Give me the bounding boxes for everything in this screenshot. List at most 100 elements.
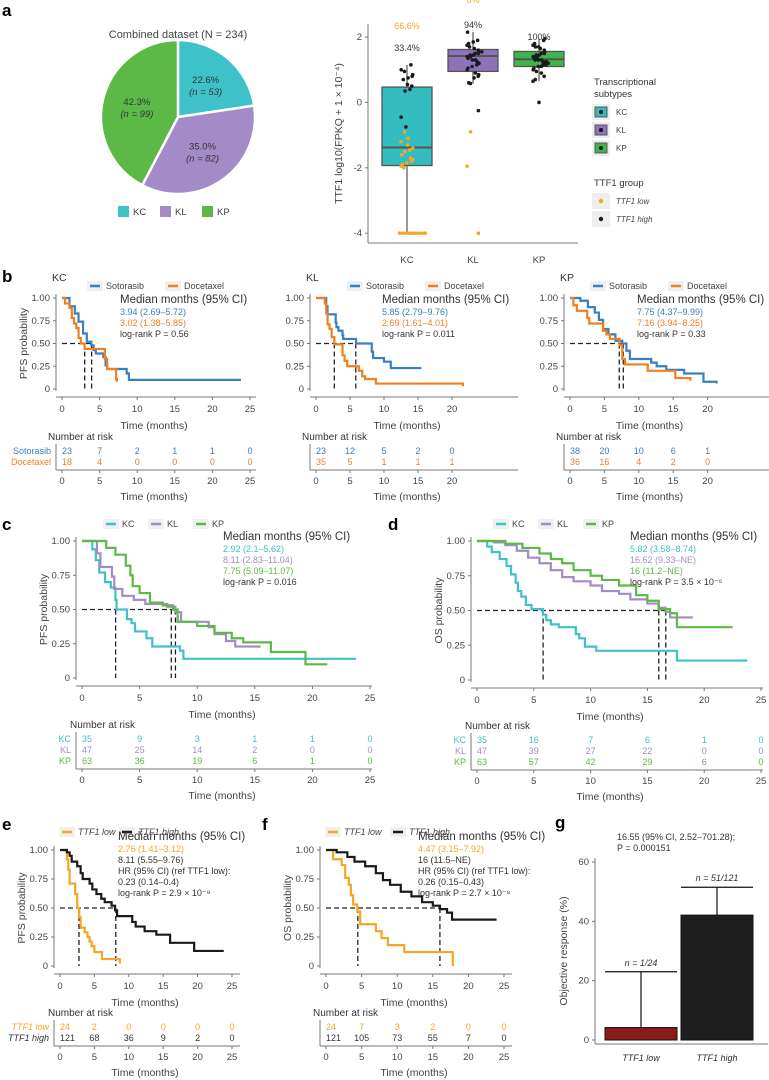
risk-count: 38 (570, 446, 580, 456)
risk-count: 121 (326, 1033, 341, 1043)
median-value: 16 (11.2–NE) (630, 566, 683, 576)
risk-x-tick-label: 15 (158, 1052, 169, 1063)
y-tick-label: 2 (357, 32, 362, 43)
ttf1-low-percent: 6% (466, 0, 479, 5)
x-axis-title: Time (months) (576, 711, 643, 723)
risk-count: 5 (347, 457, 352, 467)
data-point-low (406, 136, 410, 141)
x-tick-label: 15 (170, 404, 181, 415)
x-tick-label: 0 (313, 404, 318, 415)
data-point-high (473, 51, 477, 56)
data-point-high (470, 58, 475, 62)
risk-count: 23 (62, 446, 72, 456)
data-point-high (531, 54, 535, 59)
data-point-high (473, 71, 478, 75)
risk-count: 2 (92, 1022, 97, 1032)
x-tick-label: 15 (158, 981, 169, 992)
risk-x-tick-label: 10 (392, 1052, 403, 1063)
x-tick-label: 15 (642, 695, 653, 706)
km-curve-sotorasib (316, 296, 422, 370)
legend-title-subtypes: Transcriptional (594, 77, 656, 88)
risk-count: 0 (466, 1022, 471, 1032)
risk-count: 0 (229, 1033, 234, 1043)
median-title: Median months (95% CI) (382, 294, 509, 306)
legend-label-kc: KC (512, 519, 525, 529)
risk-count: 0 (758, 757, 763, 767)
risk-x-tick-label: 15 (668, 476, 679, 487)
risk-count: 47 (82, 745, 92, 755)
risk-x-tick-label: 5 (92, 1052, 97, 1063)
risk-count: 0 (702, 746, 707, 756)
data-point-low (402, 130, 407, 134)
risk-x-axis-title: Time (months) (576, 791, 643, 803)
y-tick-label: 0.75 (286, 316, 305, 327)
median-value: 16.62 (9.33–NE) (630, 555, 696, 565)
pie-slice-count: (n = 82) (186, 154, 219, 165)
risk-x-tick-label: 0 (57, 1052, 62, 1063)
data-point-high (533, 77, 538, 82)
y-axis-title: OS probability (433, 577, 445, 644)
risk-row-label: KP (59, 756, 71, 766)
data-point-high (532, 66, 536, 70)
p-value-label: P = 0.000151 (617, 843, 671, 853)
y-axis-title: Objective response (%) (558, 896, 570, 1005)
x-tick-label: 15 (250, 693, 261, 704)
risk-count: 63 (477, 757, 487, 767)
y-tick-label: 1.00 (296, 845, 315, 856)
x-tick-label: 0 (567, 404, 572, 415)
data-point-high (476, 48, 481, 52)
data-point-high (465, 30, 470, 34)
median-value: HR (95% CI) (ref TTF1 low): (418, 866, 530, 876)
risk-x-tick-label: 10 (192, 775, 203, 786)
data-point-high (406, 76, 410, 80)
x-tick-label-ttf1-high: TTF1 high (696, 1053, 737, 1063)
median-value: 2.92 (2.1–5.62) (223, 544, 284, 554)
y-tick-label: 1.00 (52, 536, 71, 547)
log-rank-p-value: log-rank P = 0.011 (382, 329, 455, 339)
risk-count: 6 (252, 756, 257, 766)
pie-slice-count: (n = 53) (189, 87, 222, 98)
median-value: HR (95% CI) (ref TTF1 low): (118, 866, 230, 876)
data-point-high (536, 64, 540, 69)
km-curve-ttf1-high (326, 848, 497, 921)
legend-label-ttf1-low: TTF1 low (344, 827, 382, 837)
risk-count: 16 (599, 457, 609, 467)
legend-label-kc: KC (616, 108, 627, 117)
ttf1-low-dot-icon (598, 198, 604, 204)
y-tick-label: 0 (43, 961, 48, 972)
risk-count: 1 (172, 446, 177, 456)
legend-swatch-kc (118, 206, 129, 217)
data-point-low (465, 164, 469, 168)
data-point-high (534, 53, 539, 57)
risk-count: 0 (501, 1022, 506, 1032)
risk-count: 4 (636, 457, 641, 467)
panel-label-c: c (2, 515, 11, 534)
risk-x-tick-label: 25 (365, 775, 376, 786)
data-point-low (404, 161, 409, 165)
subplot-title: KL (306, 272, 319, 284)
x-tick-label: 15 (428, 981, 439, 992)
data-point-high (472, 76, 476, 80)
risk-count: 63 (82, 756, 92, 766)
y-tick-label: 0 (460, 675, 465, 686)
risk-count: 0 (229, 1022, 234, 1032)
data-point-high (402, 69, 407, 74)
risk-x-tick-label: 5 (602, 476, 607, 487)
risk-x-tick-label: 20 (463, 1052, 474, 1063)
log-rank-p-value: log-rank P = 0.016 (223, 577, 297, 587)
data-point-low (411, 146, 415, 151)
y-tick-label: 0 (299, 384, 304, 395)
risk-count: 47 (477, 746, 487, 756)
data-point-low (476, 231, 481, 235)
risk-x-tick-label: 20 (307, 775, 318, 786)
risk-count: 1 (310, 734, 315, 744)
legend-label-kp: KP (212, 519, 224, 529)
risk-count: 7 (588, 735, 593, 745)
y-axis-title: OS probability (282, 874, 294, 941)
risk-count: 12 (345, 446, 355, 456)
data-point-high (399, 67, 404, 72)
pie-slice-kp (99, 38, 180, 187)
ttf1-high-percent: 33.4% (394, 43, 420, 53)
data-point-high (532, 41, 537, 46)
